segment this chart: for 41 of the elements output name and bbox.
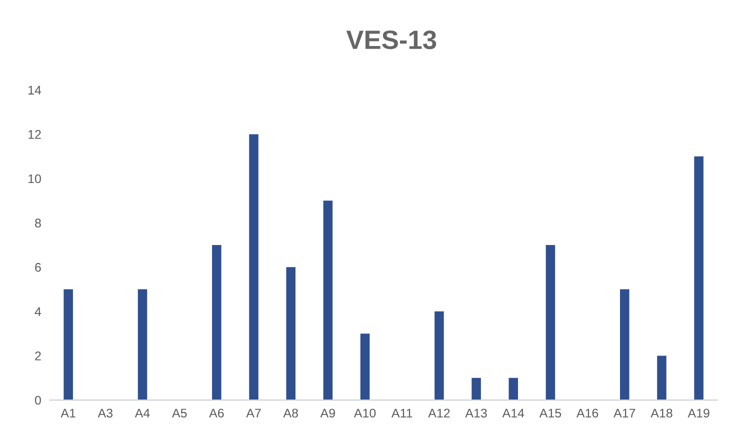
- bar: [360, 334, 370, 400]
- bar: [657, 356, 666, 400]
- x-tick-label: A12: [428, 408, 450, 418]
- y-tick-label: 0: [34, 396, 41, 405]
- bar: [472, 378, 481, 400]
- bar: [546, 244, 556, 400]
- bar: [212, 244, 222, 400]
- x-tick-label: A4: [134, 408, 150, 418]
- x-tick-label: A10: [354, 408, 376, 418]
- y-tick-label: 12: [28, 130, 41, 139]
- x-tick-label: A16: [576, 408, 598, 418]
- y-tick-label: 8: [35, 218, 41, 228]
- x-tick-label: A5: [172, 408, 187, 418]
- x-tick-label: A13: [465, 408, 487, 418]
- x-tick-label: A7: [246, 408, 261, 418]
- bar: [138, 289, 148, 400]
- y-tick-label: 2: [35, 352, 41, 360]
- y-tick-label: 6: [35, 262, 41, 272]
- x-tick-label: A15: [539, 408, 562, 418]
- bar: [323, 200, 333, 400]
- x-tick-label: A6: [209, 408, 224, 418]
- y-tick-label: 4: [34, 307, 42, 316]
- y-tick-label: 10: [28, 174, 41, 184]
- bar: [249, 134, 258, 400]
- x-tick-label: A11: [391, 408, 412, 418]
- x-tick-label: A3: [98, 408, 113, 418]
- x-tick-label: A19: [688, 408, 710, 418]
- bar: [508, 378, 518, 400]
- bar: [286, 267, 296, 400]
- x-tick-label: A18: [650, 408, 672, 418]
- bar: [434, 311, 444, 400]
- x-tick-label: A8: [283, 408, 298, 418]
- x-tick-label: A1: [60, 408, 76, 418]
- bar: [620, 289, 630, 400]
- y-tick-label: 14: [28, 86, 42, 94]
- chart-title: VES-13: [346, 30, 436, 50]
- x-tick-label: A17: [614, 408, 636, 418]
- bar: [694, 156, 704, 400]
- bar: [64, 289, 73, 400]
- x-tick-label: A14: [502, 408, 524, 418]
- x-tick-label: A9: [320, 408, 335, 418]
